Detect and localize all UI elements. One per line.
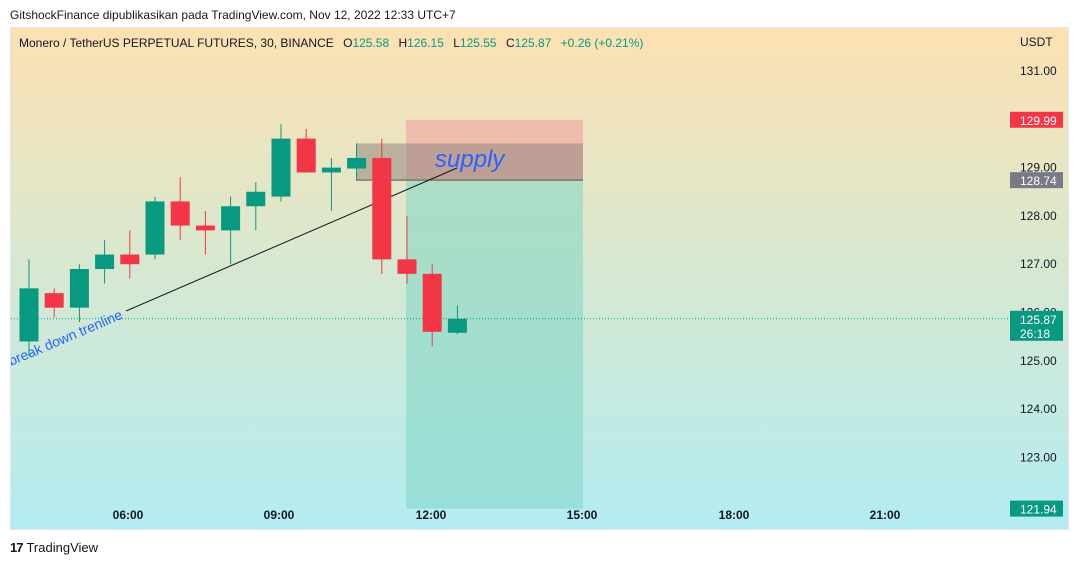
time-tick-label: 09:00 [264, 508, 295, 522]
price-label-box [1010, 500, 1063, 517]
candle-body[interactable] [372, 157, 392, 260]
take-profit-zone[interactable] [406, 180, 583, 509]
publisher-byline: GitshockFinance dipublikasikan pada Trad… [10, 8, 456, 22]
price-label-box [1010, 111, 1063, 128]
price-tick-label: 125.00 [1020, 354, 1057, 368]
candle-body[interactable] [321, 167, 341, 173]
tradingview-logo-text: TradingView [26, 540, 99, 555]
candle-body[interactable] [347, 157, 367, 169]
price-tick-label: 128.00 [1020, 209, 1057, 223]
candle-body[interactable] [246, 191, 266, 207]
legend-change: +0.26 (+0.21%) [561, 36, 644, 50]
tradingview-logo[interactable]: 17 TradingView [10, 540, 98, 555]
tradingview-logo-icon: 17 [10, 540, 24, 555]
time-axis[interactable]: 06:00 09:00 12:00 15:00 18:00 21:00 [113, 508, 901, 522]
currency-label: USDT [1020, 35, 1053, 49]
candle-body[interactable] [195, 225, 215, 231]
candle-body[interactable] [422, 273, 442, 332]
legend-close-value: 125.87 [515, 36, 552, 50]
trendline[interactable] [125, 167, 458, 312]
time-tick-label: 18:00 [719, 508, 750, 522]
candle-body[interactable] [19, 288, 39, 342]
legend-open-value: 125.58 [352, 36, 389, 50]
price-tick-label: 129.00 [1020, 161, 1057, 175]
legend-close-label: C [506, 36, 515, 50]
price-tick-label: 127.00 [1020, 257, 1057, 271]
time-tick-label: 15:00 [567, 508, 598, 522]
price-axis[interactable]: 131.00129.00128.00127.00126.00125.00124.… [1020, 64, 1057, 464]
legend-open-label: O [343, 36, 352, 50]
price-label-box [1010, 172, 1063, 189]
chart-panel[interactable]: break down trenline supply Monero / Teth… [6, 27, 1070, 531]
candle-body[interactable] [95, 254, 115, 270]
candle-body[interactable] [447, 318, 467, 333]
price-tick-label: 124.00 [1020, 402, 1057, 416]
candles-group [19, 124, 467, 356]
candle-body[interactable] [44, 293, 64, 308]
price-label-text: 128.74 [1020, 174, 1057, 188]
candle-body[interactable] [120, 254, 140, 265]
supply-label: supply [435, 146, 506, 173]
legend-high-label: H [399, 36, 408, 50]
last-price-text: 125.87 [1020, 313, 1057, 327]
candlestick-chart[interactable]: break down trenline supply Monero / Teth… [6, 28, 1070, 531]
time-tick-label: 12:00 [416, 508, 447, 522]
time-tick-label: 06:00 [113, 508, 144, 522]
legend-high-value: 126.15 [407, 36, 444, 50]
candle-body[interactable] [69, 269, 89, 308]
legend-symbol: Monero / TetherUS PERPETUAL FUTURES, 30,… [19, 36, 334, 50]
candle-body[interactable] [170, 201, 190, 226]
legend-low-label: L [453, 36, 460, 50]
candle-body[interactable] [397, 259, 417, 274]
candle-body[interactable] [271, 138, 291, 197]
price-tick-label: 123.00 [1020, 450, 1057, 464]
price-tick-label: 131.00 [1020, 64, 1057, 78]
candle-body[interactable] [221, 206, 241, 231]
legend-low-value: 125.55 [460, 36, 497, 50]
supply-zone[interactable] [356, 143, 583, 181]
price-label-text: 129.99 [1020, 114, 1057, 128]
last-price-box [1010, 310, 1063, 341]
candle-body[interactable] [145, 201, 165, 255]
legend-line: Monero / TetherUS PERPETUAL FUTURES, 30,… [19, 36, 643, 50]
price-label-text: 121.94 [1020, 503, 1057, 517]
time-tick-label: 21:00 [870, 508, 901, 522]
candle-body[interactable] [296, 138, 316, 173]
countdown-text: 26:18 [1020, 327, 1050, 341]
